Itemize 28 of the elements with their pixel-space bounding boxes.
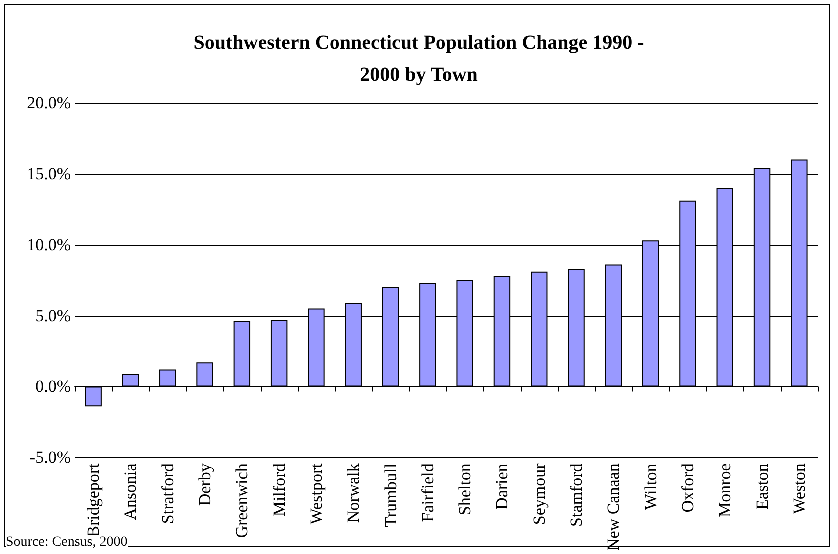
x-tick-label: Derby [196, 463, 215, 506]
y-tick-label: 0.0% [36, 377, 71, 396]
y-tick-label: -5.0% [30, 448, 71, 468]
y-tick-label: 20.0% [27, 94, 71, 112]
x-tick-label: Darien [492, 463, 512, 510]
x-tick-label: Wilton [641, 463, 660, 510]
y-tick-label: 15.0% [27, 164, 71, 184]
x-tick-label: Greenwich [232, 463, 252, 538]
x-tick-label: Trumbull [381, 463, 400, 528]
y-tick-label: 10.0% [27, 235, 71, 254]
x-tick-label: Shelton [456, 463, 475, 516]
x-tick-label: Fairfield [418, 463, 438, 522]
x-tick-label: Stratford [158, 463, 178, 524]
x-tick-label: Westport [306, 463, 326, 525]
chart-title: Southwestern Connecticut Population Change 1990 - 2000 by Town [194, 32, 644, 86]
x-tick-label: Ansonia [121, 463, 140, 520]
source-note: Source: Census, 2000 [6, 535, 128, 551]
x-tick-label: Norwalk [344, 463, 364, 524]
x-tick-label: Milford [270, 463, 289, 517]
x-tick-label: Monroe [716, 464, 735, 518]
x-tick-label: Weston [790, 463, 809, 514]
y-tick-label: 5.0% [36, 306, 71, 326]
x-tick-label: Oxford [678, 463, 698, 513]
x-tick-label: Stamford [567, 463, 586, 527]
x-tick-label: Seymour [530, 463, 549, 526]
x-tick-label: New Canaan [604, 463, 624, 552]
x-tick-label: Easton [752, 463, 772, 510]
x-tick-label: Bridgeport [84, 463, 104, 538]
